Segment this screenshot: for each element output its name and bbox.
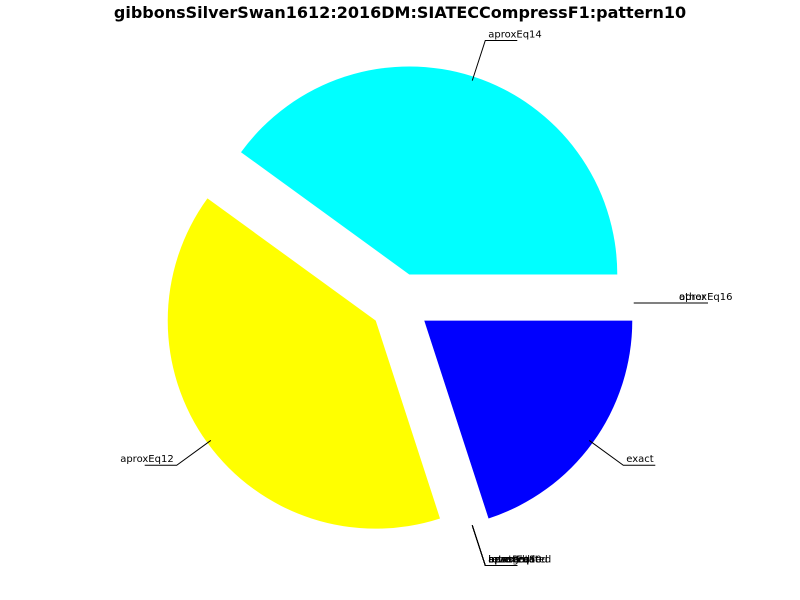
slice-label-exact: exact <box>626 454 654 465</box>
pie-slice-exact <box>424 320 633 519</box>
leader-line-aproxeq10 <box>471 525 518 566</box>
slices-layer <box>167 66 633 529</box>
slice-label-other: other <box>679 292 707 303</box>
slice-label-aproxeq14: aproxEq14 <box>488 30 542 41</box>
pie-slice-aproxeq14 <box>240 66 618 275</box>
slice-label-aproxeq8: aproxEq8 <box>488 554 535 565</box>
pie-slice-aproxeq12 <box>167 198 441 529</box>
slice-label-aproxeq: aproxEq <box>488 554 529 565</box>
slice-label-aproxeq12: aproxEq12 <box>120 454 174 465</box>
slice-label-baserotated: baseRotated <box>488 554 551 565</box>
leader-line-aproxeq14 <box>471 40 518 81</box>
slice-label-aproxeq16: aproxEq16 <box>679 292 733 303</box>
slice-label-inverted: inverted <box>488 554 530 565</box>
leader-line-aproxeq12 <box>144 440 212 466</box>
slice-label-aproxeq10: aproxEq10 <box>488 554 542 565</box>
chart-title: gibbonsSilverSwan1612:2016DM:SIATECCompr… <box>114 3 686 22</box>
leader-line-exact <box>588 440 656 466</box>
slice-label-rotated: rotated <box>488 554 524 565</box>
slice-label-retrograded: retrograded <box>488 554 547 565</box>
